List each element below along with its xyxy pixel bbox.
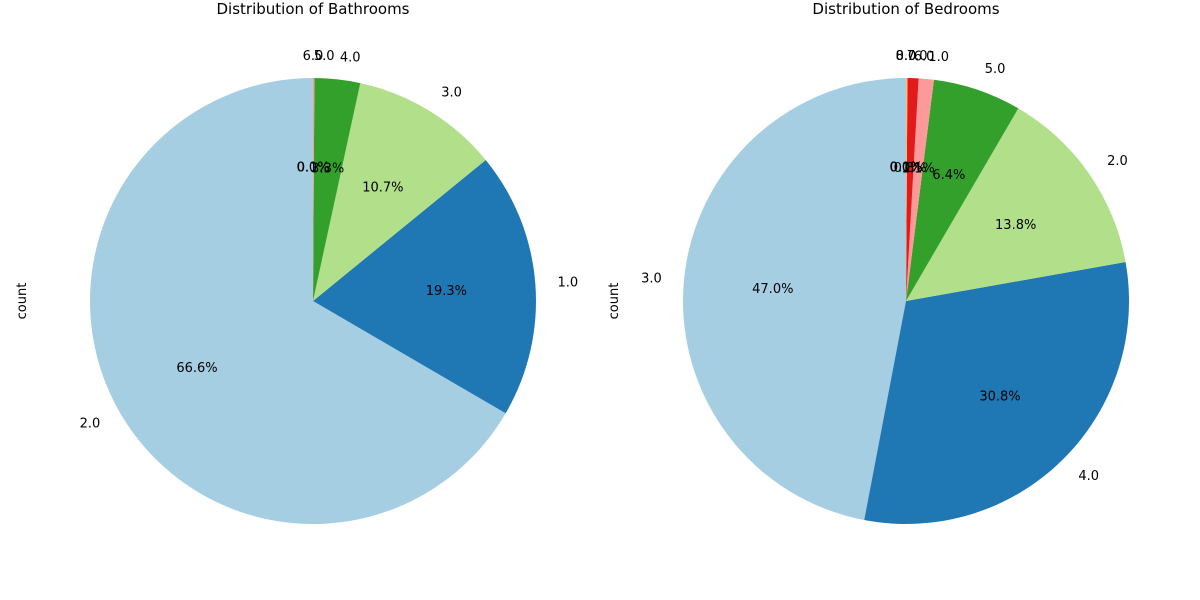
- pie-labels: 2.0 66.6% 1.0 19.3% 3.0 10.7% 4.0 3.3% 5.0 0.1% 6.…: [80, 49, 579, 432]
- slice-label: 1.0: [558, 275, 579, 290]
- bedrooms-pie-chart: Distribution of Bedrooms count 3.0 47.0% 4…: [607, 0, 1130, 525]
- chart-title: Distribution of Bedrooms: [812, 0, 999, 18]
- slice-label: 7.0: [907, 49, 928, 64]
- slice-percent-label: 13.8%: [995, 218, 1036, 233]
- slice-percent-label: 0.1%: [297, 161, 330, 176]
- slice-percent-label: 6.4%: [932, 168, 965, 183]
- slice-label: 1.0: [928, 50, 949, 65]
- chart-title: Distribution of Bathrooms: [217, 0, 410, 18]
- slice-percent-label: 19.3%: [426, 284, 467, 299]
- pie-labels: 3.0 47.0% 4.0 30.8% 2.0 13.8% 5.0 6.4% 1.0 1.1% 6.…: [641, 49, 1128, 484]
- slice-label: 3.0: [441, 85, 462, 100]
- slice-percent-label: 47.0%: [752, 282, 793, 297]
- slice-percent-label: 1.1%: [902, 161, 935, 176]
- slice-label: 2.0: [1107, 154, 1128, 169]
- pie-slice: [906, 78, 919, 301]
- pie-slice: [906, 79, 1019, 301]
- slice-percent-label: 0.8%: [894, 161, 927, 176]
- slice-percent-label: 10.7%: [362, 180, 403, 195]
- pie-slice: [864, 261, 1130, 525]
- pie-slice: [313, 83, 486, 301]
- slice-label: 4.0: [340, 51, 361, 66]
- pie-slice: [682, 78, 906, 521]
- pie-slices: [682, 77, 1130, 525]
- slice-label: 5.0: [314, 49, 335, 64]
- bathrooms-pie-chart: Distribution of Bathrooms count 2.0 66.6%…: [15, 0, 579, 525]
- slice-label: 4.0: [1078, 469, 1099, 484]
- pie-slice: [906, 77, 908, 301]
- slice-percent-label: 0.0%: [889, 161, 922, 176]
- pie-slice: [313, 78, 361, 301]
- slice-percent-label: 0.1%: [890, 161, 923, 176]
- slice-label: 3.0: [641, 271, 662, 286]
- slice-percent-label: 30.8%: [979, 390, 1020, 405]
- slice-label: 6.0: [914, 49, 935, 64]
- slice-label: 2.0: [80, 417, 101, 432]
- y-axis-label: count: [15, 283, 30, 320]
- slice-percent-label: 3.3%: [311, 162, 344, 177]
- slice-percent-label: 0.0%: [889, 161, 922, 176]
- slice-label: 8.0: [896, 49, 917, 64]
- pie-slice: [906, 78, 934, 301]
- slice-label: 0.0: [896, 49, 917, 64]
- pie-slice: [906, 108, 1126, 301]
- y-axis-label: count: [607, 283, 622, 320]
- pie-slices: [89, 77, 536, 525]
- slice-label: 5.0: [985, 62, 1006, 77]
- pie-slice: [313, 159, 536, 414]
- pie-slice: [313, 77, 315, 301]
- pie-slice: [89, 78, 506, 525]
- slice-label: 6.0: [303, 49, 324, 64]
- slice-percent-label: 66.6%: [176, 361, 217, 376]
- slice-percent-label: 0.0%: [296, 161, 329, 176]
